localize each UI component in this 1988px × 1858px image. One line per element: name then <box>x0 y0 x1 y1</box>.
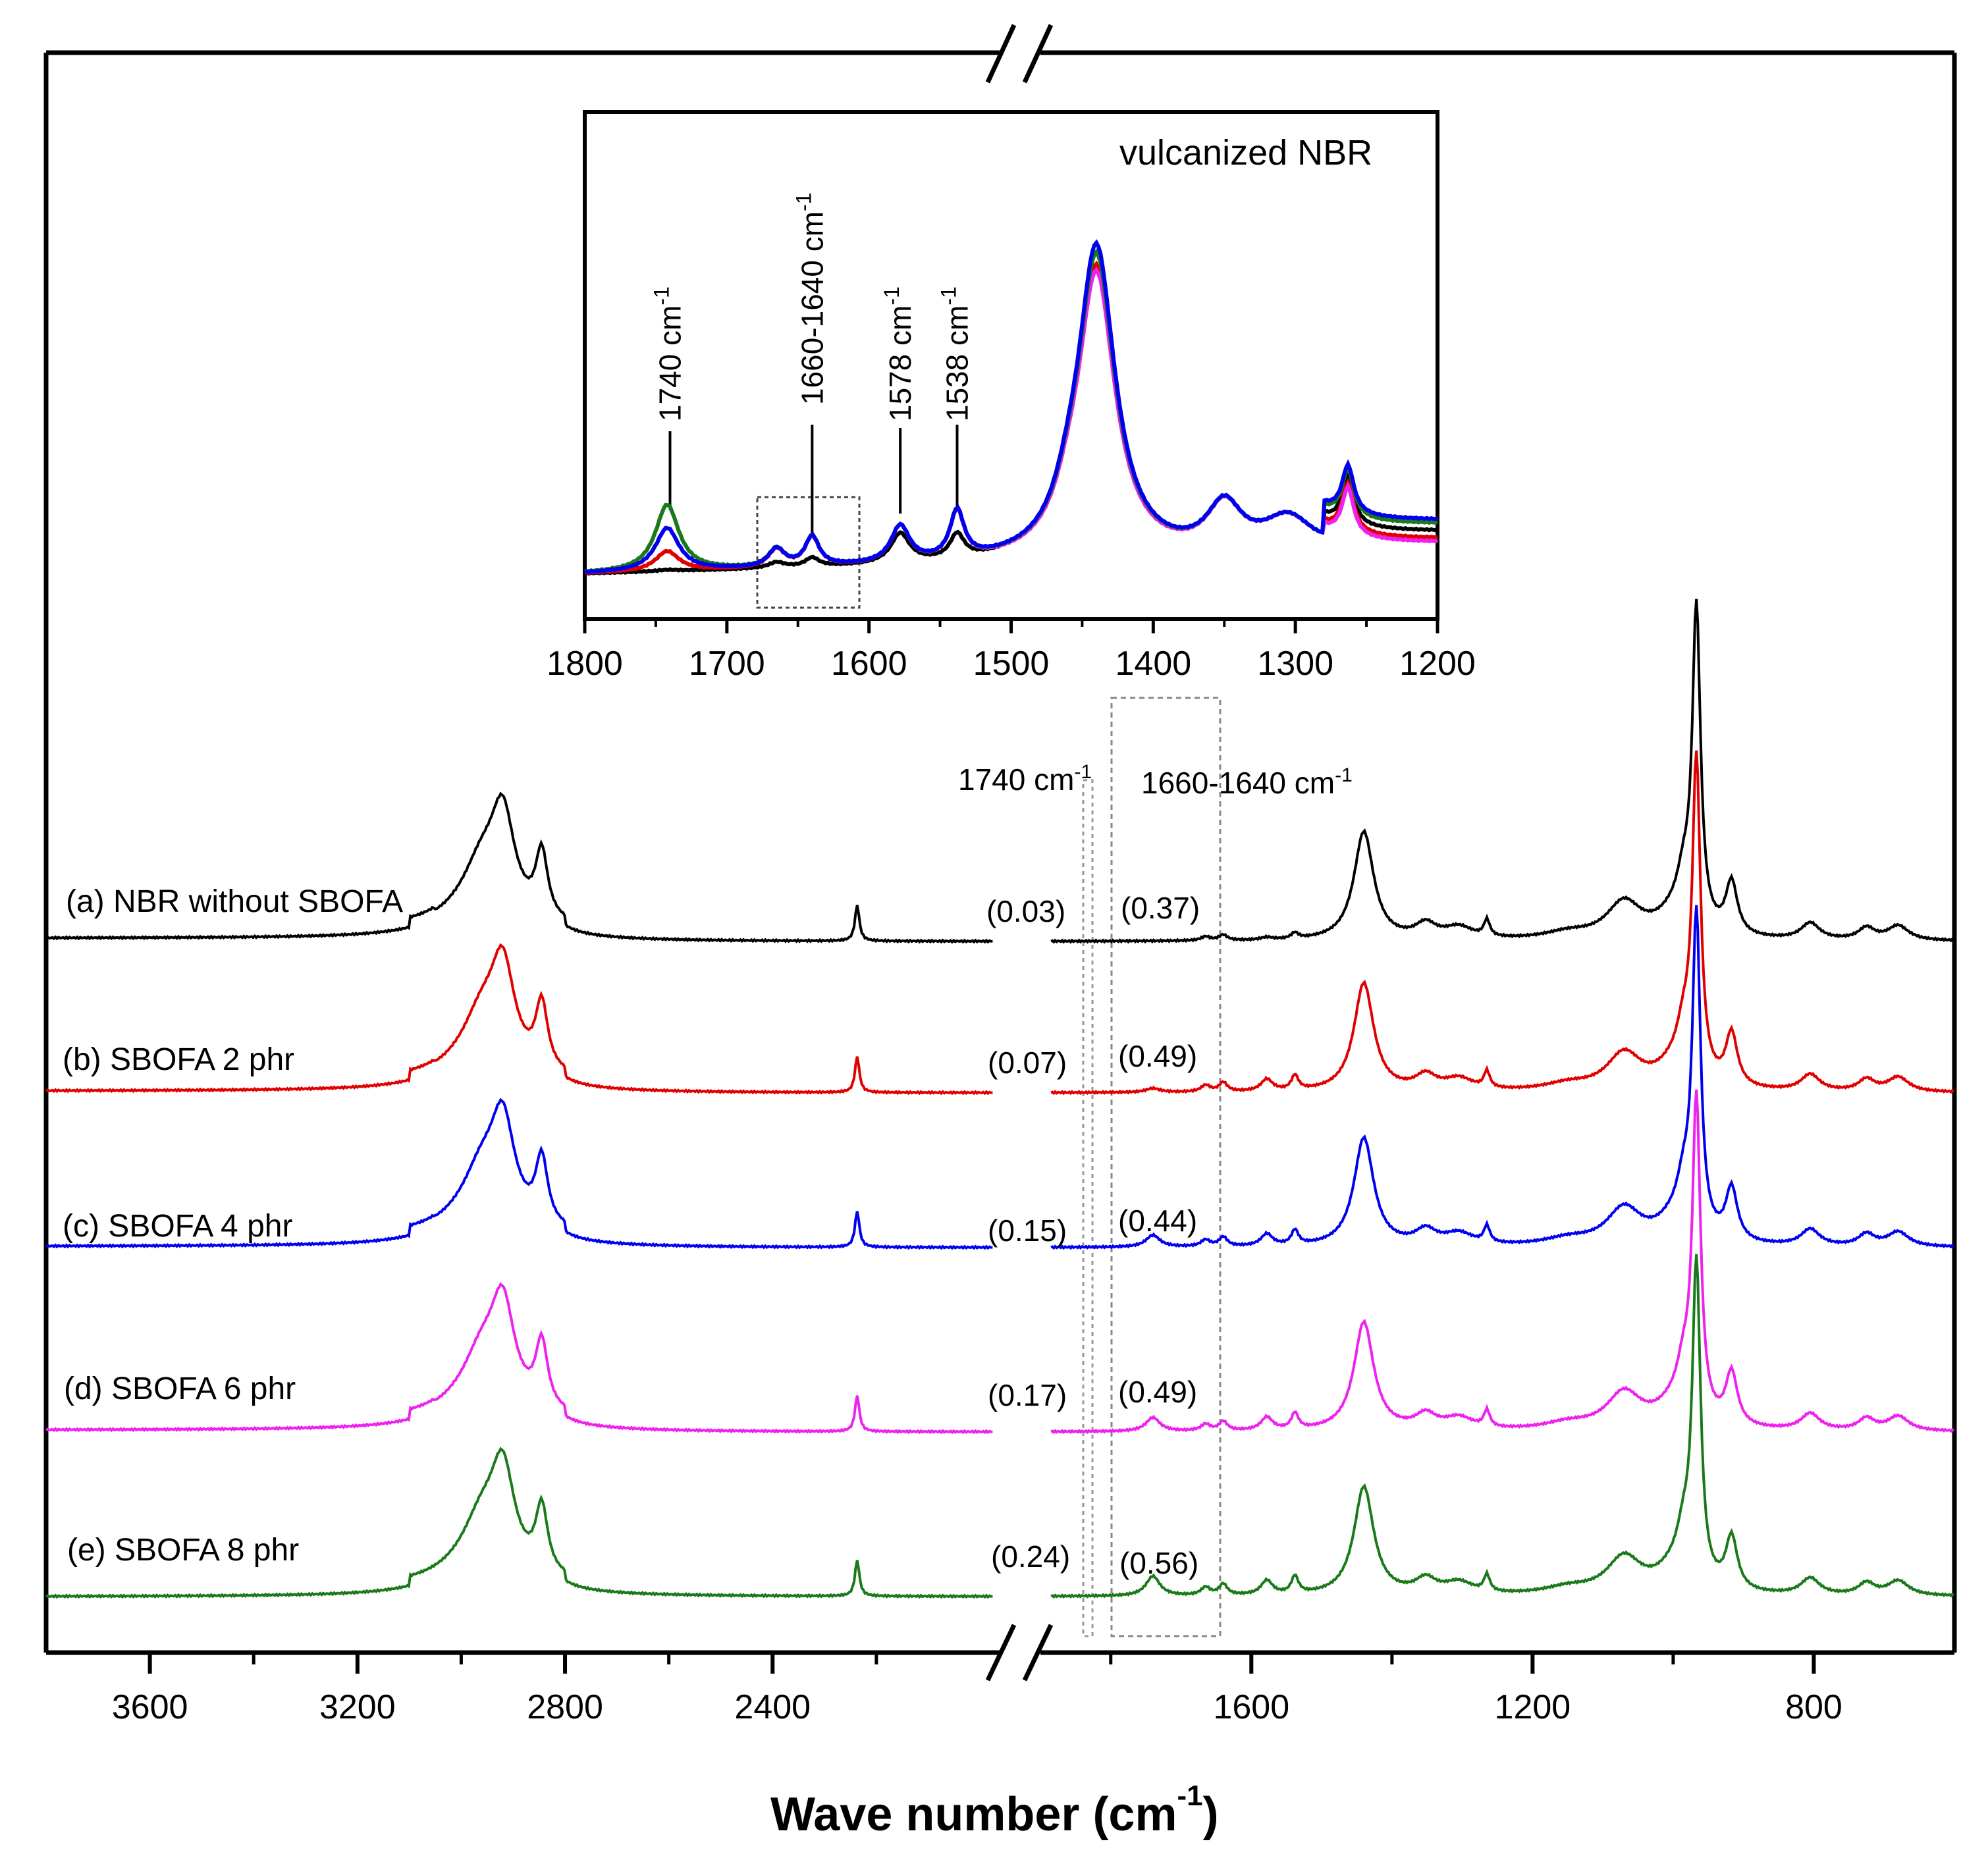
inset-series-c-line <box>584 239 1438 575</box>
x-tick-1600-label: 1600 <box>1213 1688 1289 1726</box>
x-tick-2800-label: 2800 <box>527 1688 603 1726</box>
series-c-ratio-1650: (0.44) <box>1118 1204 1197 1238</box>
series-e-ratio-1650: (0.56) <box>1119 1546 1198 1580</box>
inset-peak-labels: 1740 cm-1 1660-1640 cm-1 1578 cm-1 1538 cm-… <box>650 192 974 537</box>
series-e-label: (e) SBOFA 8 phr <box>67 1533 299 1568</box>
series-c-label: (c) SBOFA 4 phr <box>63 1209 292 1244</box>
inset-series-group <box>584 239 1438 576</box>
inset-title: vulcanized NBR <box>1119 133 1372 173</box>
main-frame <box>43 50 1957 1655</box>
series-b-ratio-1650: (0.49) <box>1118 1039 1197 1073</box>
break-top-2 <box>1022 24 1054 84</box>
inset-x-axis: 1800 1700 1600 1500 1400 1300 1200 <box>547 619 1476 683</box>
x-tick-3200-label: 3200 <box>319 1688 396 1726</box>
break-bottom-1 <box>985 1624 1017 1682</box>
series-e-left-line <box>45 1447 993 1599</box>
inset-peak-label-1538: 1538 cm-1 <box>936 286 974 421</box>
inset-peak-label-1640: 1660-1640 cm-1 <box>792 192 829 405</box>
inset-tick-label-1400: 1400 <box>1115 645 1191 683</box>
x-tick-3600-label: 3600 <box>112 1688 188 1726</box>
break-bottom-2 <box>1022 1624 1054 1682</box>
inset-peak-label-1740: 1740 cm-1 <box>650 286 687 421</box>
series-d-left-line <box>45 1282 993 1435</box>
series-a-ratio-1740: (0.03) <box>986 894 1065 928</box>
series-d-label: (d) SBOFA 6 phr <box>64 1371 296 1406</box>
main-x-axis: 3600 3200 2800 2400 1600 1200 800 <box>112 1653 1842 1726</box>
band-1650-label: 1660-1640 cm-1 <box>1141 764 1353 800</box>
axis-break-marks <box>985 24 1054 1682</box>
inset-tick-label-1200: 1200 <box>1399 645 1476 683</box>
inset-tick-label-1800: 1800 <box>547 645 623 683</box>
series-c-ratio-1740: (0.15) <box>988 1213 1067 1248</box>
band-1740-label: 1740 cm-1 <box>958 761 1092 797</box>
series-d-right-line <box>1050 1089 1955 1435</box>
x-tick-2400-label: 2400 <box>734 1688 811 1726</box>
series-e-ratio-1740: (0.24) <box>991 1539 1070 1574</box>
inset-tick-label-1700: 1700 <box>689 645 765 683</box>
break-top-1 <box>985 24 1017 84</box>
series-labels: (a) NBR without SBOFA (0.03) (0.37) (b) SBO… <box>63 884 1200 1580</box>
series-d-ratio-1740: (0.17) <box>988 1378 1067 1412</box>
inset-peak-label-1578: 1578 cm-1 <box>880 286 917 421</box>
series-a-ratio-1650: (0.37) <box>1121 891 1200 925</box>
series-e-right-line <box>1050 1254 1955 1599</box>
x-tick-1200-label: 1200 <box>1495 1688 1571 1726</box>
series-b-left-line <box>45 943 993 1096</box>
series-c-left-line <box>45 1098 993 1250</box>
inset-tick-label-1300: 1300 <box>1257 645 1333 683</box>
series-b-right-line <box>1050 750 1955 1096</box>
series-a-right-line <box>1050 598 1955 944</box>
x-axis-title: Wave number (cm-1) <box>770 1780 1219 1841</box>
main-series-group <box>45 598 1955 1599</box>
inset-band-box <box>756 496 861 609</box>
inset-chart: vulcanized NBR 1800 1700 1600 1500 1400 1300 1… <box>547 110 1476 683</box>
band-1650-box <box>1110 697 1222 1637</box>
series-b-label: (b) SBOFA 2 phr <box>63 1042 294 1077</box>
inset-tick-label-1600: 1600 <box>831 645 907 683</box>
series-a-left-line <box>45 791 993 944</box>
series-d-ratio-1650: (0.49) <box>1118 1375 1197 1409</box>
series-b-ratio-1740: (0.07) <box>988 1046 1067 1080</box>
series-a-label: (a) NBR without SBOFA <box>66 884 403 919</box>
series-c-right-line <box>1050 905 1955 1250</box>
inset-frame <box>583 110 1439 621</box>
x-tick-800-label: 800 <box>1785 1688 1842 1726</box>
inset-tick-label-1500: 1500 <box>973 645 1050 683</box>
band-1740-box <box>1082 779 1094 1637</box>
